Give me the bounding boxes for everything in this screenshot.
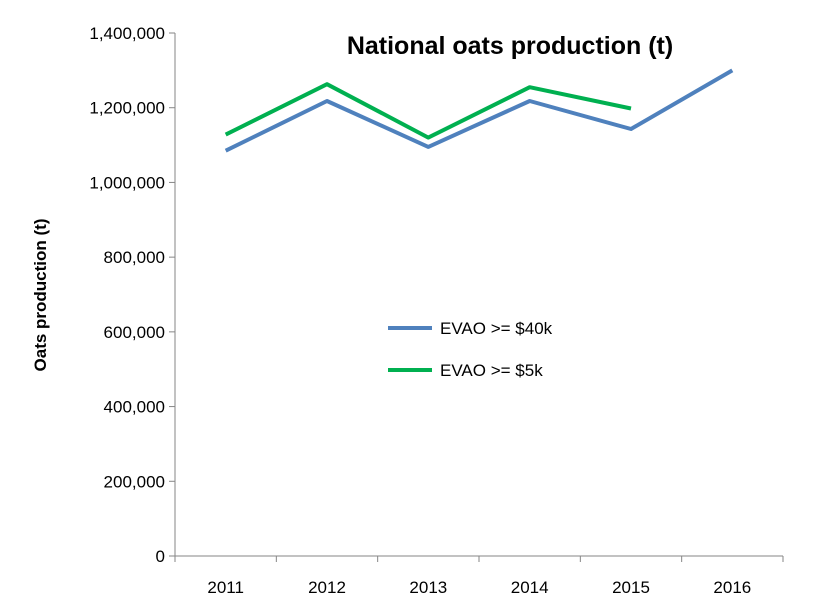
x-tick-label: 2015 xyxy=(612,578,650,597)
legend-label-1: EVAO >= $40k xyxy=(440,319,553,338)
y-tick-label: 200,000 xyxy=(104,472,165,491)
chart-title: National oats production (t) xyxy=(347,32,673,60)
legend: EVAO >= $40k EVAO >= $5k xyxy=(388,319,553,380)
x-tick-label: 2013 xyxy=(409,578,447,597)
y-tick-label: 1,200,000 xyxy=(89,99,165,118)
x-tick-label: 2011 xyxy=(207,578,244,597)
x-tick-label: 2014 xyxy=(511,578,549,597)
x-tick-label: 2012 xyxy=(308,578,346,597)
y-axis-label: Oats production (t) xyxy=(31,219,50,372)
series-layer xyxy=(224,68,734,153)
y-tick-label: 600,000 xyxy=(104,323,165,342)
y-tick-label: 800,000 xyxy=(104,248,165,267)
y-tick-label: 0 xyxy=(156,547,165,566)
series-line-1 xyxy=(224,68,734,153)
y-tick-label: 1,000,000 xyxy=(89,173,165,192)
y-tick-label: 1,400,000 xyxy=(89,24,165,43)
y-tick-label: 400,000 xyxy=(104,398,165,417)
axes: 0 200,000 400,000 600,000 800,000 1,000,000 1,… xyxy=(89,24,784,597)
x-tick-label: 2016 xyxy=(713,578,751,597)
legend-label-2: EVAO >= $5k xyxy=(440,361,543,380)
